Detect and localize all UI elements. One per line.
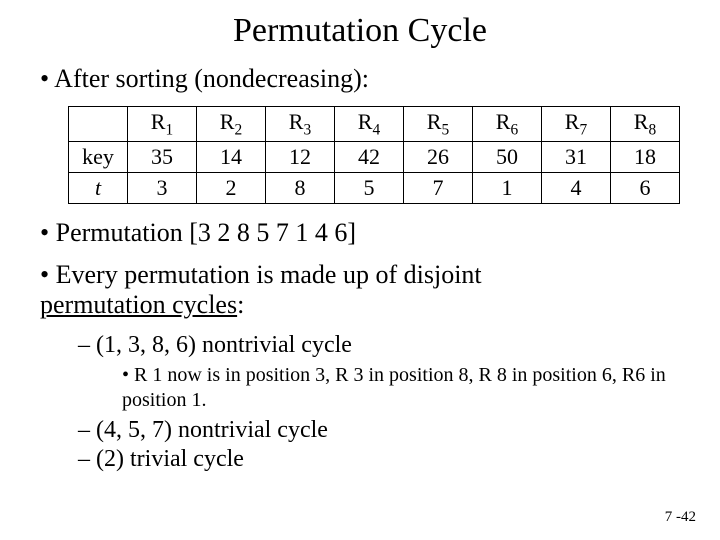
col-head: R6	[473, 107, 542, 142]
every-line1: Every permutation is made up of disjoint	[56, 260, 482, 289]
slide-title: Permutation Cycle	[30, 12, 690, 50]
cell: 6	[611, 173, 680, 204]
bullet-after-sorting: After sorting (nondecreasing):	[40, 64, 690, 94]
table: R1 R2 R3 R4 R5 R6 R7 R8 key 35 14 12 42 …	[68, 106, 680, 204]
colon: :	[237, 290, 244, 319]
cell: 50	[473, 142, 542, 173]
cell: 5	[335, 173, 404, 204]
table-row-t: t 3 2 8 5 7 1 4 6	[69, 173, 680, 204]
cycles-underline: permutation cycles	[40, 290, 237, 319]
cell: 31	[542, 142, 611, 173]
cell: 2	[197, 173, 266, 204]
col-head: R3	[266, 107, 335, 142]
table-corner	[69, 107, 128, 142]
cell: 8	[266, 173, 335, 204]
sort-table: R1 R2 R3 R4 R5 R6 R7 R8 key 35 14 12 42 …	[68, 106, 690, 204]
cell: 3	[128, 173, 197, 204]
bullet-permutation: Permutation [3 2 8 5 7 1 4 6]	[40, 218, 690, 248]
cell: 18	[611, 142, 680, 173]
cell: 42	[335, 142, 404, 173]
cell: 35	[128, 142, 197, 173]
col-head: R8	[611, 107, 680, 142]
col-head: R1	[128, 107, 197, 142]
cell: 26	[404, 142, 473, 173]
cycle-2: (4, 5, 7) nontrivial cycle	[78, 417, 690, 444]
row-label-t: t	[69, 173, 128, 204]
table-row-key: key 35 14 12 42 26 50 31 18	[69, 142, 680, 173]
cycle-1: (1, 3, 8, 6) nontrivial cycle	[78, 332, 690, 359]
col-head: R2	[197, 107, 266, 142]
cell: 14	[197, 142, 266, 173]
col-head: R7	[542, 107, 611, 142]
cell: 1	[473, 173, 542, 204]
col-head: R4	[335, 107, 404, 142]
row-label-key: key	[69, 142, 128, 173]
col-head: R5	[404, 107, 473, 142]
cell: 7	[404, 173, 473, 204]
cell: 4	[542, 173, 611, 204]
cycle-3: (2) trivial cycle	[78, 446, 690, 473]
bullet-every: Every permutation is made up of disjoint…	[40, 260, 690, 320]
table-row-header: R1 R2 R3 R4 R5 R6 R7 R8	[69, 107, 680, 142]
cycle-1-note: R 1 now is in position 3, R 3 in positio…	[122, 363, 690, 413]
cell: 12	[266, 142, 335, 173]
page-number: 7 -42	[665, 509, 696, 526]
